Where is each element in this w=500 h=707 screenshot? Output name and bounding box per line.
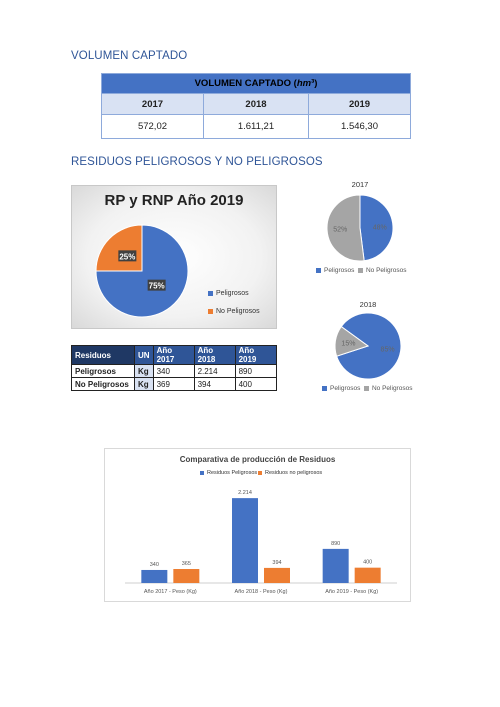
legend-item-peligrosos: Peligrosos [208, 290, 249, 297]
year-cell: 2019 [308, 93, 411, 115]
pie-slice [334, 325, 370, 357]
residuos-cell: No Peligrosos [71, 377, 135, 391]
pie-data-label-text: 25% [119, 252, 135, 261]
pie-chart-2019: RP y RNP Año 2019 75% 25% Peligrosos No P… [71, 185, 277, 329]
bar-legend-peligrosos: Residuos Peligrosos [200, 470, 257, 476]
residuos-cell: Kg [134, 364, 154, 378]
bar-data-label: 365 [182, 561, 191, 567]
legend-label: Peligrosos [216, 290, 249, 297]
legend-swatch [258, 470, 262, 475]
residuos-cell: Peligrosos [71, 364, 135, 378]
residuos-cell: 890 [234, 364, 277, 378]
pie-2017-title: 2017 [351, 180, 369, 189]
year-cell: 2017 [101, 93, 204, 115]
volume-value-cell: 1.611,21 [202, 114, 310, 139]
bar-chart-title: Comparativa de producción de Residuos [179, 455, 336, 464]
pie-data-label-text: 75% [149, 282, 165, 291]
residuos-header-cell: Año 2018 [193, 345, 236, 365]
residuos-cell: 400 [234, 377, 277, 391]
pie-2018-legend: Peligrosos No Peligrosos [322, 385, 412, 392]
residuos-cell: Kg [134, 377, 154, 391]
legend-label: Residuos Peligrosos [207, 470, 258, 476]
bar-chart-svg: 340 365 Año 2017 - Peso (Kg) 2.214 394 Año 20… [125, 490, 397, 595]
legend-label: Peligrosos [330, 385, 361, 392]
bar-data-label: 340 [150, 562, 159, 568]
pie-data-label: 85% [381, 347, 395, 354]
pie-slice [359, 194, 394, 262]
legend-swatch [357, 267, 363, 273]
bar-data-label: 400 [363, 560, 372, 566]
legend-item-no-peligrosos: No Peligrosos [208, 308, 260, 315]
residuos-table: Residuos UN Año 2017 Año 2018 Año 2019 P… [71, 345, 277, 391]
pie-slice [326, 194, 365, 262]
legend-swatch [322, 385, 327, 391]
bar [173, 569, 200, 583]
residuos-header-cell: Residuos [71, 345, 135, 365]
residuos-cell: 369 [152, 377, 195, 391]
bar-category-label: Año 2017 - Peso (Kg) [144, 589, 197, 595]
section-title-residuos: RESIDUOS PELIGROSOS Y NO PELIGROSOS [71, 156, 323, 168]
residuos-header-cell: Año 2017 [152, 345, 195, 365]
pie-data-label: 48% [373, 224, 387, 231]
pie-2018-title: 2018 [359, 300, 377, 309]
legend-swatch [200, 470, 204, 475]
volume-value-cell: 572,02 [101, 114, 204, 139]
pie-2018-svg: 85% 15% [334, 312, 402, 380]
legend-swatch [363, 385, 369, 391]
bar [232, 498, 258, 583]
volumen-table-header: VOLUMEN CAPTADO (hm³) [101, 73, 411, 94]
year-cell: 2018 [202, 93, 310, 115]
pie-data-label-box [118, 250, 137, 262]
residuos-cell: 340 [152, 364, 195, 378]
legend-label: Residuos no peligrosos [265, 470, 323, 476]
pie-2017-svg: 48% 52% [326, 194, 394, 262]
residuos-cell: 394 [193, 377, 236, 391]
bar-category-label: Año 2018 - Peso (Kg) [235, 589, 288, 595]
volumen-table: VOLUMEN CAPTADO (hm³) 2017 2018 2019 572… [101, 73, 411, 139]
pie-data-label-box [147, 279, 166, 291]
bar [322, 548, 349, 583]
residuos-header-cell: Año 2019 [234, 345, 277, 365]
pie-data-label: 25% [118, 250, 137, 262]
bar [354, 567, 381, 583]
legend-swatch [208, 290, 213, 296]
pie-data-label: 52% [333, 227, 347, 234]
legend-label: No Peligrosos [371, 385, 413, 392]
residuos-header-cell: UN [134, 345, 154, 365]
bar-chart-comparativa: Comparativa de producción de Residuos Re… [104, 448, 411, 602]
legend-swatch [208, 308, 213, 314]
volume-value-cell: 1.546,30 [308, 114, 411, 139]
bar [141, 569, 168, 583]
bar [264, 567, 290, 583]
bar-category-label: Año 2019 - Peso (Kg) [325, 589, 378, 595]
pie-slice [95, 224, 143, 272]
legend-label: No Peligrosos [365, 267, 407, 274]
pie-2017-legend: Peligrosos No Peligrosos [316, 267, 406, 274]
bar-data-label: 2.214 [238, 490, 252, 496]
section-title-volumen: VOLUMEN CAPTADO [71, 50, 188, 62]
pie-2019-title: RP y RNP Año 2019 [104, 192, 244, 209]
pie-2019-svg: 75% 25% [95, 224, 189, 318]
pie-data-label: 15% [341, 340, 355, 347]
residuos-cell: 2.214 [193, 364, 236, 378]
bar-data-label: 890 [331, 541, 340, 547]
legend-swatch [316, 267, 321, 273]
pie-data-label: 75% [147, 279, 166, 291]
bar-legend-no-peligrosos: Residuos no peligrosos [258, 470, 322, 476]
legend-label: Peligrosos [324, 267, 355, 274]
bar-data-label: 394 [272, 560, 281, 566]
legend-label: No Peligrosos [216, 308, 260, 315]
